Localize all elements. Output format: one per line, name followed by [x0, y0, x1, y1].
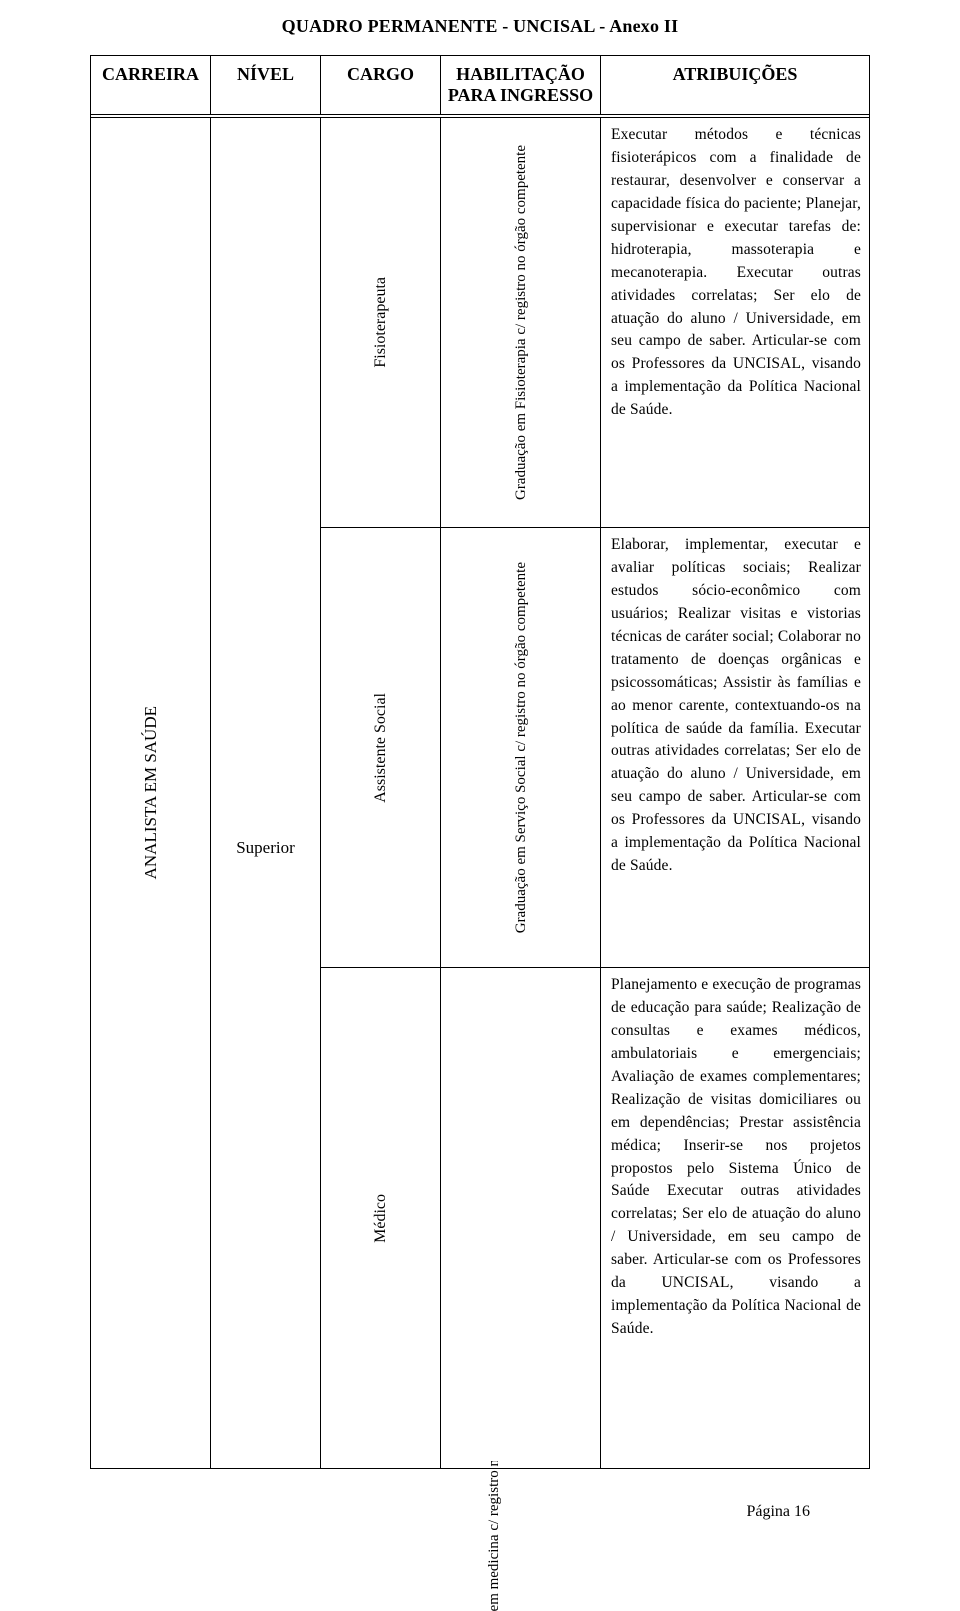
table: CARREIRA NÍVEL CARGO HABILITAÇÃO PARA IN…	[90, 55, 870, 1469]
hab-box-2: Graduação em Serviço Social c/ registro …	[441, 528, 600, 968]
cargo-box-3: Médico	[321, 968, 440, 1468]
header-habilitacao-line2: PARA INGRESSO	[445, 85, 596, 106]
cell-atribuicoes-column: Executar métodos e técnicas fisioterápic…	[601, 118, 869, 1468]
header-habilitacao-line1: HABILITAÇÃO	[445, 64, 596, 85]
header-carreira: CARREIRA	[91, 56, 211, 114]
table-header-row: CARREIRA NÍVEL CARGO HABILITAÇÃO PARA IN…	[91, 56, 869, 118]
cargo-value-2: Assistente Social	[372, 693, 390, 803]
hab-value-1: Graduação em Fisioterapia c/ registro no…	[509, 145, 533, 500]
cargo-box-2: Assistente Social	[321, 528, 440, 968]
hab-box-1: Graduação em Fisioterapia c/ registro no…	[441, 118, 600, 528]
cell-cargo-column: Fisioterapeuta Assistente Social Médico	[321, 118, 441, 1468]
atr-box-1: Executar métodos e técnicas fisioterápic…	[601, 118, 869, 528]
header-nivel: NÍVEL	[211, 56, 321, 114]
hab-value-3: em medicina c/ registro no órgão compete…	[482, 1461, 506, 1611]
atr-box-2: Elaborar, implementar, executar e avalia…	[601, 528, 869, 968]
nivel-value: Superior	[211, 838, 320, 858]
document-title: QUADRO PERMANENTE - UNCISAL - Anexo II	[90, 16, 870, 37]
hab-value-2: Graduação em Serviço Social c/ registro …	[509, 562, 533, 933]
page: QUADRO PERMANENTE - UNCISAL - Anexo II C…	[0, 0, 960, 1611]
cell-nivel: Superior	[211, 118, 321, 1468]
table-body: ANALISTA EM SAÚDE Superior Fisioterapeut…	[91, 118, 869, 1468]
page-footer: Página 16	[746, 1503, 810, 1521]
header-habilitacao: HABILITAÇÃO PARA INGRESSO	[441, 56, 601, 114]
carreira-container: ANALISTA EM SAÚDE	[91, 118, 210, 1468]
cell-habilitacao-column: Graduação em Fisioterapia c/ registro no…	[441, 118, 601, 1468]
header-atribuicoes: ATRIBUIÇÕES	[601, 56, 869, 114]
header-cargo: CARGO	[321, 56, 441, 114]
cargo-value-3: Médico	[372, 1194, 390, 1243]
cargo-box-1: Fisioterapeuta	[321, 118, 440, 528]
atr-box-3: Planejamento e execução de programas de …	[601, 968, 869, 1468]
carreira-value: ANALISTA EM SAÚDE	[141, 706, 161, 879]
cell-carreira: ANALISTA EM SAÚDE	[91, 118, 211, 1468]
hab-box-3	[441, 968, 600, 1468]
truncated-habilitacao: em medicina c/ registro no órgão compete…	[414, 1461, 574, 1611]
cargo-value-1: Fisioterapeuta	[372, 277, 390, 368]
